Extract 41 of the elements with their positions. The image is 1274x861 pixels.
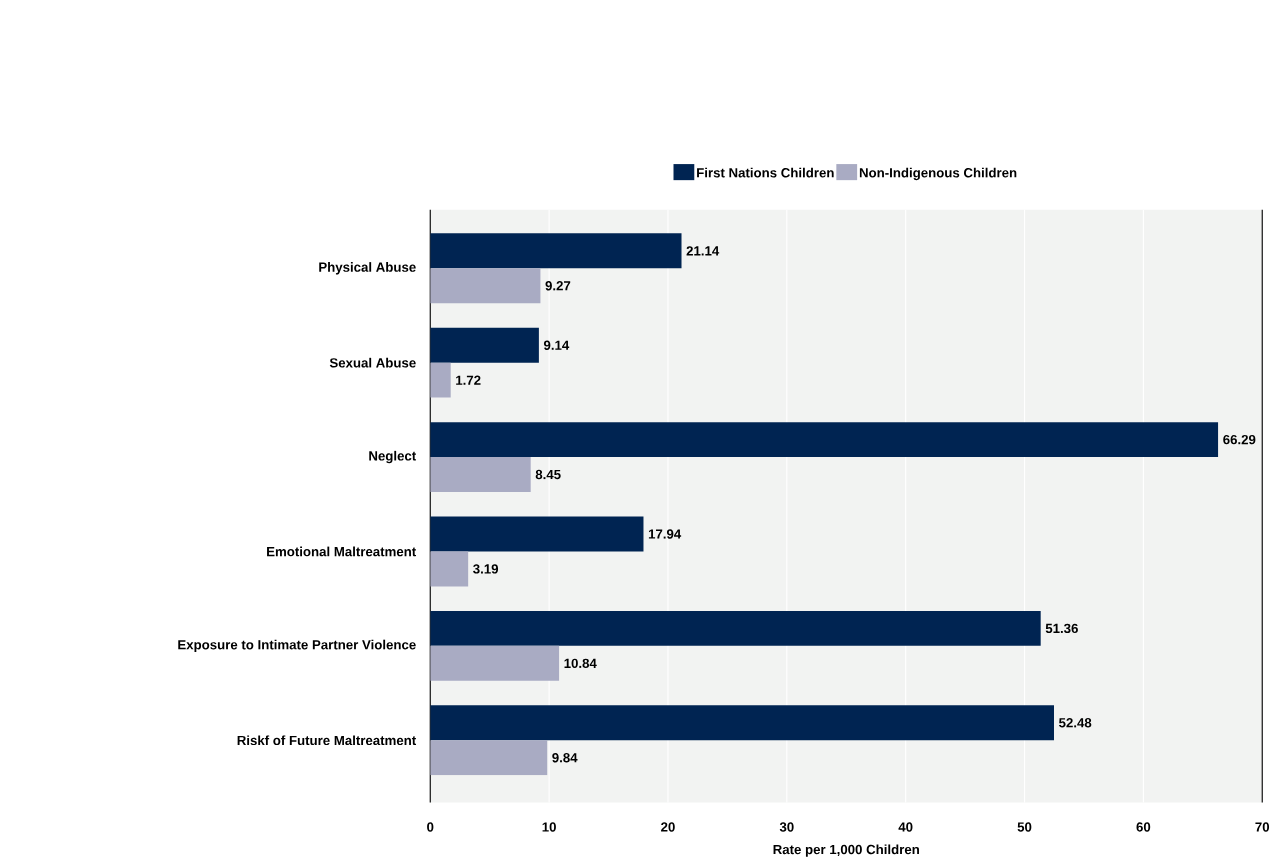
- data-label: 51.36: [1045, 623, 1078, 633]
- bar: [430, 268, 541, 304]
- data-label: 1.72: [456, 375, 481, 385]
- data-label: 21.14: [686, 246, 720, 256]
- bar: [430, 740, 548, 776]
- bar: [430, 551, 469, 587]
- bar: [430, 610, 1041, 646]
- y-tick-label: Physical Abuse: [319, 262, 416, 275]
- y-tick-label: Emotional Maltreatment: [267, 546, 417, 557]
- y-tick-label: Sexual Abuse: [329, 357, 416, 368]
- bar: [430, 327, 539, 363]
- x-tick-label: 30: [779, 822, 794, 832]
- bar: [430, 362, 451, 398]
- data-label: 8.45: [535, 469, 561, 480]
- x-tick-label: 50: [1017, 822, 1032, 832]
- bar: [430, 233, 682, 269]
- bar: [430, 705, 1054, 741]
- x-tick-label: 20: [661, 822, 675, 832]
- data-label: 66.29: [1223, 434, 1256, 445]
- x-tick-label: 70: [1255, 822, 1270, 832]
- data-label: 3.19: [473, 564, 499, 574]
- data-label: 9.14: [543, 340, 570, 350]
- x-tick-label: 10: [542, 822, 556, 832]
- x-tick-label: 40: [898, 822, 913, 832]
- y-tick-label: Neglect: [369, 450, 417, 464]
- y-tick-label: Riskf of Future Maltreatment: [237, 735, 417, 746]
- data-label: 17.94: [648, 529, 682, 539]
- bar: [430, 456, 531, 492]
- legend-label: First Nations Children: [697, 167, 834, 178]
- y-tick-label: Exposure to Intimate Partner Violence: [178, 639, 416, 652]
- x-axis-title: Rate per 1,000 Children: [773, 844, 919, 857]
- bar: [430, 645, 560, 681]
- data-label: 9.84: [552, 752, 578, 763]
- data-label: 10.84: [564, 658, 597, 668]
- bar: [430, 516, 644, 552]
- legend-label: Non-Indigenous Children: [859, 167, 1017, 181]
- data-label: 52.48: [1059, 718, 1092, 728]
- x-tick-label: 60: [1136, 822, 1151, 832]
- x-tick-label: 0: [427, 822, 434, 832]
- data-label: 9.27: [545, 280, 571, 291]
- bar: [430, 422, 1219, 457]
